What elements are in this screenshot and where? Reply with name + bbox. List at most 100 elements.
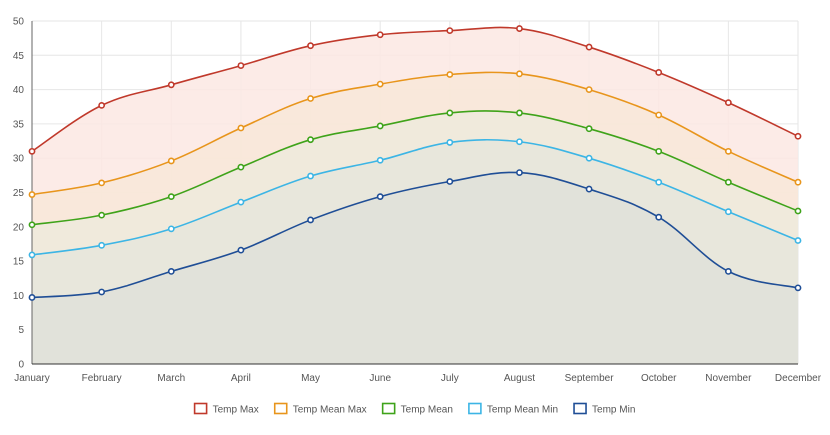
data-point[interactable]: [655, 178, 663, 186]
x-tick-label: June: [369, 373, 391, 384]
data-point[interactable]: [794, 178, 802, 186]
series-group: [28, 138, 802, 259]
data-point[interactable]: [794, 132, 802, 140]
legend-item[interactable]: Temp Max: [193, 402, 259, 416]
x-tick-label: May: [301, 373, 320, 384]
data-point[interactable]: [724, 99, 732, 107]
data-point[interactable]: [655, 213, 663, 221]
series-group: [28, 25, 802, 155]
data-point[interactable]: [167, 81, 175, 89]
data-point[interactable]: [28, 251, 36, 259]
data-point[interactable]: [28, 221, 36, 229]
series-group: [28, 109, 802, 229]
data-point[interactable]: [516, 138, 523, 146]
data-point[interactable]: [307, 42, 314, 50]
data-point[interactable]: [98, 288, 106, 296]
y-tick-label: 50: [13, 17, 25, 28]
x-tick-label: October: [641, 373, 677, 384]
x-tick-label: September: [565, 373, 615, 384]
data-point[interactable]: [307, 216, 314, 224]
x-tick-label: December: [775, 373, 822, 384]
data-point[interactable]: [167, 157, 175, 165]
y-tick-label: 25: [13, 188, 25, 199]
legend-item[interactable]: Temp Mean: [381, 402, 453, 416]
legend-swatch: [193, 402, 208, 415]
legend-item[interactable]: Temp Min: [573, 402, 635, 416]
x-axis-ticks: January February March April May June July Augu…: [14, 373, 822, 384]
legend-swatch: [381, 402, 396, 415]
y-tick-label: 30: [13, 154, 25, 165]
y-tick-label: 45: [13, 51, 25, 62]
legend: Temp Max Temp Mean Max Temp Mean Temp Mean …: [193, 402, 635, 416]
legend-label: Temp Mean Min: [487, 405, 558, 416]
legend-label: Temp Max: [213, 405, 259, 416]
areas: [32, 27, 798, 365]
data-point[interactable]: [237, 62, 245, 69]
data-point[interactable]: [446, 139, 454, 146]
data-point[interactable]: [98, 179, 106, 187]
data-point[interactable]: [237, 163, 245, 171]
data-point[interactable]: [237, 246, 245, 254]
data-point[interactable]: [585, 185, 593, 193]
data-point[interactable]: [516, 169, 523, 177]
data-point[interactable]: [794, 284, 802, 292]
y-axis-ticks: 0 5 10 15 20 25 30 35 40 45 50: [13, 17, 25, 371]
data-point[interactable]: [237, 198, 245, 206]
series-group: [28, 169, 802, 301]
data-point[interactable]: [167, 225, 175, 233]
data-point[interactable]: [376, 193, 384, 201]
data-point[interactable]: [655, 69, 663, 76]
x-tick-label: March: [157, 373, 185, 384]
data-point[interactable]: [794, 237, 802, 244]
data-point[interactable]: [516, 70, 523, 78]
data-point[interactable]: [446, 178, 454, 185]
data-point[interactable]: [516, 25, 523, 32]
data-point[interactable]: [307, 136, 314, 144]
data-point[interactable]: [585, 86, 593, 93]
legend-swatch: [273, 402, 288, 415]
x-tick-label: February: [82, 373, 122, 384]
data-point[interactable]: [28, 191, 36, 198]
data-point[interactable]: [585, 43, 593, 51]
data-point[interactable]: [724, 178, 732, 186]
data-point[interactable]: [724, 208, 732, 216]
series-line: [31, 110, 799, 226]
data-point[interactable]: [376, 80, 384, 88]
data-point[interactable]: [585, 154, 593, 162]
y-tick-label: 10: [13, 291, 25, 302]
data-point[interactable]: [446, 27, 454, 35]
data-point[interactable]: [307, 95, 314, 102]
y-tick-label: 20: [13, 222, 25, 233]
legend-item[interactable]: Temp Mean Min: [468, 402, 558, 416]
data-point[interactable]: [98, 211, 106, 219]
data-point[interactable]: [655, 147, 663, 155]
data-point[interactable]: [655, 111, 663, 119]
y-tick-label: 0: [18, 360, 24, 371]
series-line: [31, 26, 799, 153]
data-point[interactable]: [376, 122, 384, 130]
legend-item[interactable]: Temp Mean Max: [273, 402, 367, 416]
x-tick-label: August: [504, 373, 535, 384]
data-point[interactable]: [98, 101, 106, 109]
data-point[interactable]: [167, 193, 175, 201]
data-point[interactable]: [28, 147, 36, 155]
series-line: [31, 171, 799, 299]
data-point[interactable]: [98, 241, 106, 249]
data-point[interactable]: [167, 267, 175, 275]
data-point[interactable]: [446, 71, 454, 78]
data-point[interactable]: [724, 147, 732, 155]
data-point[interactable]: [585, 125, 593, 133]
data-point[interactable]: [376, 156, 384, 164]
data-point[interactable]: [28, 294, 36, 301]
x-tick-label: April: [231, 373, 251, 384]
data-point[interactable]: [516, 109, 523, 117]
data-point[interactable]: [794, 207, 802, 215]
data-point[interactable]: [307, 172, 314, 180]
data-point[interactable]: [446, 109, 454, 117]
data-point[interactable]: [724, 267, 732, 275]
legend-label: Temp Mean Max: [293, 405, 367, 416]
data-point[interactable]: [237, 124, 245, 132]
y-tick-label: 15: [13, 257, 25, 268]
data-point[interactable]: [376, 31, 384, 39]
